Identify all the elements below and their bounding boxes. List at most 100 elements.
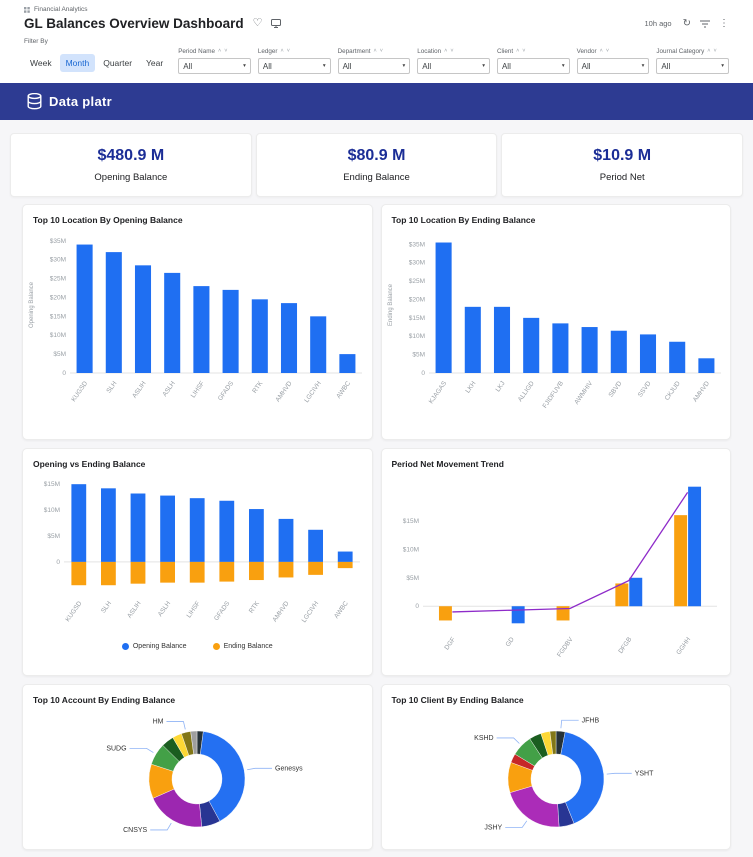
svg-text:AWBC: AWBC <box>336 380 353 400</box>
department-select[interactable]: All ▾ <box>337 58 411 74</box>
svg-text:$5M: $5M <box>406 575 419 582</box>
svg-text:ASLIH: ASLIH <box>131 380 148 400</box>
dashboard-content: $480.9 M Opening Balance $80.9 M Ending … <box>0 120 753 857</box>
kpi-label: Opening Balance <box>94 172 168 183</box>
filter-bar: Filter By Week Month Quarter Year Period… <box>0 31 753 83</box>
svg-text:AWBC: AWBC <box>333 600 350 620</box>
svg-text:$15M: $15M <box>402 518 418 525</box>
caret-icon: ˅ <box>605 47 610 54</box>
svg-text:YSHT: YSHT <box>634 770 653 777</box>
caret-icon: ˅ <box>450 47 454 54</box>
filter-client: Client ˄ ˅ All ▾ <box>496 47 570 74</box>
caret-icon: ˅ <box>379 47 383 54</box>
filter-department: Department ˄ ˅ All ▾ <box>337 47 411 74</box>
svg-text:KUGSD: KUGSD <box>70 380 89 403</box>
client-select[interactable]: All ▾ <box>496 58 570 74</box>
svg-text:GD: GD <box>504 636 516 648</box>
chart-card-top10-client: Top 10 Client By Ending Balance JFHB YSHT… <box>380 684 731 850</box>
svg-text:0: 0 <box>57 559 61 566</box>
svg-text:FJIDFUVB: FJIDFUVB <box>541 380 565 409</box>
svg-text:$20M: $20M <box>408 296 424 303</box>
svg-text:$10M: $10M <box>50 332 66 339</box>
chevron-down-icon: ▾ <box>561 63 565 69</box>
chart-row-3: Top 10 Account By Ending Balance Genesys… <box>22 684 731 850</box>
filter-label: Period Name <box>178 48 215 55</box>
svg-text:GGHH: GGHH <box>675 636 692 656</box>
svg-text:ALLIGD: ALLIGD <box>517 380 536 403</box>
refresh-icon[interactable]: ↻ <box>682 17 691 29</box>
filter-label: Ledger <box>257 48 278 55</box>
svg-text:$15M: $15M <box>50 313 66 320</box>
svg-text:$30M: $30M <box>50 257 66 264</box>
svg-text:$10M: $10M <box>44 507 60 514</box>
svg-text:$10M: $10M <box>402 546 418 553</box>
svg-text:SSVD: SSVD <box>637 380 653 399</box>
kpi-label: Ending Balance <box>343 172 410 183</box>
donut-chart-client-ending[interactable]: JFHB YSHT JSHY KSHD <box>383 707 729 845</box>
svg-text:SUDG: SUDG <box>107 745 127 752</box>
svg-text:SLH: SLH <box>100 600 113 615</box>
present-icon[interactable] <box>271 19 282 28</box>
sort-icon: ˄ <box>444 47 448 54</box>
svg-text:$5M: $5M <box>48 533 61 540</box>
favorite-icon[interactable]: ♡ <box>252 17 263 29</box>
chart-title: Top 10 Location By Opening Balance <box>33 215 183 225</box>
journal-category-select[interactable]: All ▾ <box>656 58 730 74</box>
filter-period-name: Period Name ˄ ˅ All ▾ <box>178 48 251 74</box>
select-value: All <box>342 61 352 71</box>
svg-text:0: 0 <box>421 370 425 377</box>
filter-toggle-icon[interactable] <box>700 20 710 28</box>
svg-text:LGCIVH: LGCIVH <box>303 380 323 404</box>
grain-year-button[interactable]: Year <box>140 54 169 72</box>
location-select[interactable]: All ▾ <box>417 58 490 74</box>
topbar: Financial Analytics GL Balances Overview… <box>0 0 753 31</box>
donut-chart-account-ending[interactable]: Genesys CNSYS SUDG HM <box>24 707 370 845</box>
svg-text:KUGSD: KUGSD <box>65 600 84 623</box>
stacked-bar-chart-opening-vs-ending[interactable]: $15M $10M $5M 0 KUGSD SLH ASLIH ASLH LIHSF GFADS R… <box>24 471 370 639</box>
legend-item-opening: Opening Balance <box>121 643 187 650</box>
vendor-select[interactable]: All ▾ <box>576 58 650 74</box>
breadcrumb[interactable]: Financial Analytics <box>34 6 88 13</box>
svg-text:$10M: $10M <box>408 333 424 340</box>
sort-icon: ˄ <box>373 47 377 54</box>
kpi-ending-balance: $80.9 M Ending Balance <box>255 133 498 197</box>
kebab-menu-icon[interactable]: ⋮ <box>719 17 729 29</box>
ledger-select[interactable]: All ▾ <box>257 58 331 74</box>
filter-label: Client <box>496 48 514 55</box>
svg-text:LIHSF: LIHSF <box>190 380 206 399</box>
svg-text:AWMHIV: AWMHIV <box>573 380 594 406</box>
svg-text:$15M: $15M <box>44 481 60 488</box>
svg-text:CNSYS: CNSYS <box>123 827 147 834</box>
select-value: All <box>183 61 193 71</box>
combo-chart-period-net-trend[interactable]: $15M $10M $5M 0 DGF GD FGDBV DFGB GGHH <box>383 471 729 667</box>
sort-icon: ˄ <box>217 47 222 54</box>
svg-text:$25M: $25M <box>50 276 66 283</box>
grain-quarter-button[interactable]: Quarter <box>97 54 138 72</box>
grain-month-button[interactable]: Month <box>59 54 96 72</box>
database-icon <box>27 93 42 110</box>
svg-text:DGF: DGF <box>443 636 457 651</box>
svg-text:SLH: SLH <box>106 380 119 395</box>
svg-text:LKJ: LKJ <box>494 380 506 393</box>
svg-text:Opening Balance: Opening Balance <box>29 281 35 328</box>
kpi-label: Period Net <box>599 172 645 183</box>
svg-text:JSHY: JSHY <box>484 824 502 831</box>
svg-text:AMHVD: AMHVD <box>275 380 294 403</box>
bar-chart-location-opening[interactable]: $35M $30M $25M $20M $15M $10M $5M 0 Opening Bala… <box>24 227 370 427</box>
svg-text:LKH: LKH <box>464 380 477 395</box>
brand-logo-text: Data platr <box>49 94 112 109</box>
sort-icon: ˄ <box>599 47 603 54</box>
svg-text:HM: HM <box>153 719 164 726</box>
period-name-select[interactable]: All ▾ <box>178 58 251 74</box>
svg-text:ASLH: ASLH <box>162 380 178 398</box>
kpi-opening-balance: $480.9 M Opening Balance <box>10 133 252 197</box>
filter-label: Location <box>417 48 442 55</box>
filter-vendor: Vendor ˄ ˅ All ▾ <box>576 47 650 74</box>
bar-chart-location-ending[interactable]: $35M $30M $25M $20M $15M $10M $5M 0 Ending Balan… <box>383 227 729 427</box>
chart-card-period-net-trend: Period Net Movement Trend $15M $10M $5M 0 DG… <box>380 448 731 676</box>
chevron-down-icon: ▾ <box>721 63 725 69</box>
chevron-down-icon: ▾ <box>322 63 326 69</box>
grain-week-button[interactable]: Week <box>24 54 58 72</box>
sort-icon: ˄ <box>516 47 520 54</box>
select-value: All <box>422 61 432 71</box>
